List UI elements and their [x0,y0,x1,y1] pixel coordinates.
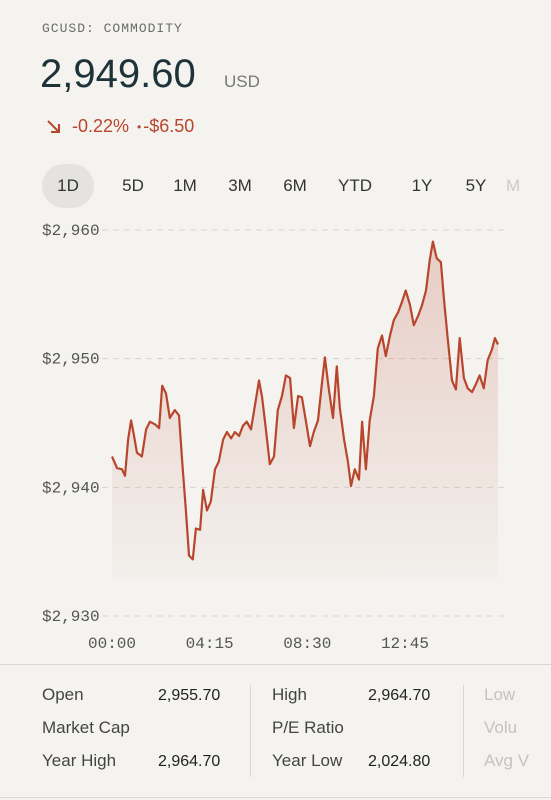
range-tab[interactable]: YTD [338,176,372,195]
y-tick-label: $2,960 [42,222,100,240]
y-tick-label: $2,940 [42,479,100,497]
x-tick-label: 04:15 [186,635,234,653]
separator: • [137,119,142,134]
stats-column: Open 2,955.70 Market Cap Year High 2,964.70 [0,665,551,797]
symbol: GCUSD: COMMODITY [42,21,183,36]
stat-label: Year Low [272,751,343,770]
range-tab[interactable]: M [506,176,521,195]
range-tab[interactable]: 1D [42,164,94,208]
y-tick-label: $2,950 [42,351,100,369]
range-tab[interactable]: 1M [173,176,197,195]
x-tick-label: 08:30 [283,635,331,653]
stat-value: 2,024.80 [368,753,431,770]
stat-label: P/E Ratio [272,718,344,737]
stat-value: 2,964.70 [368,687,431,704]
range-tab[interactable]: 5Y [465,176,487,195]
range-tab[interactable]: 5D [122,176,144,195]
change: -0.22% • -$6.50 [44,116,194,137]
stat-label: Avg V [484,751,530,770]
stats-panel: Open 2,955.70 Market Cap Year High 2,964.70 H… [0,664,551,798]
chart: $2,930 $2,940 $2,950 $2,960 00:00 04:15 08:30 1… [42,222,505,653]
price: 2,949.60 [40,52,196,96]
x-tick-label: 00:00 [88,635,136,653]
change-amount: -$6.50 [143,116,195,136]
stat-label: Year High [42,751,117,770]
stat-label: High [272,685,307,704]
range-tab[interactable]: 3M [228,176,252,195]
area-fill [112,241,498,580]
stats-column: Low Volu Avg V [0,665,551,797]
stat-label: Low [484,685,516,704]
currency: USD [224,72,260,91]
x-tick-label: 12:45 [381,635,429,653]
range-tabs: 1D 5D 1M 3M 6M YTD 1Y 5Y M [40,162,551,210]
range-tab[interactable]: 6M [283,176,307,195]
stat-label: Volu [484,718,518,737]
column-divider [250,685,251,777]
down-arrow-icon [47,119,60,133]
column-divider [463,685,464,777]
stat-value: 2,955.70 [158,687,221,704]
change-percent: -0.22% [72,116,130,136]
price-line [110,240,499,561]
y-tick-label: $2,930 [42,608,100,626]
range-tab[interactable]: 1Y [411,176,433,195]
stats-column: High 2,964.70 P/E Ratio Year Low 2,024.80 [0,665,551,797]
stat-label: Market Cap [42,718,130,737]
stat-label: Open [42,685,84,704]
stat-value: 2,964.70 [158,753,221,770]
